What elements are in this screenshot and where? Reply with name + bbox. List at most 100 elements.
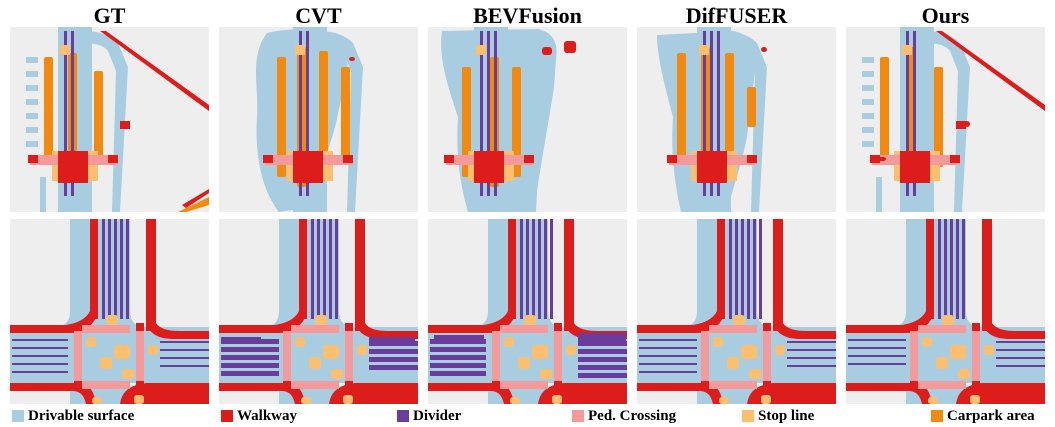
carpark-strip [880, 57, 889, 157]
column-title-diffuser: DifFUSER [685, 3, 788, 28]
divider-vertical [538, 219, 541, 319]
ped-crossing [910, 331, 918, 383]
legend-swatch-drivable-surface [12, 410, 24, 422]
stop-line [518, 357, 530, 369]
divider-horizontal [369, 357, 418, 362]
stop-line [100, 357, 112, 369]
stop-line [958, 369, 970, 379]
divider-horizontal [996, 349, 1045, 351]
stop-line [936, 357, 948, 369]
carpark-strip [677, 53, 686, 163]
walkway-corner-square [972, 323, 980, 331]
divider-horizontal [221, 371, 279, 376]
stop-line [88, 151, 98, 181]
divider-line [906, 31, 909, 196]
legend-label-carpark-area: Carpark area [947, 407, 1035, 424]
divider-vertical [329, 219, 332, 319]
drivable-stub [876, 177, 882, 212]
walkway-corner-square [554, 381, 562, 389]
divider-horizontal [369, 341, 418, 346]
walkway-corner-square [492, 381, 500, 389]
map-bottom-bevfusion [428, 219, 627, 404]
ped-crossing [498, 381, 548, 389]
drivable-road-diagonal [68, 31, 128, 212]
legend-item-drivable-surface: Drivable surface [12, 406, 134, 426]
walkway-left-vertical [90, 219, 98, 319]
stop-line [504, 337, 514, 347]
drivable-road-diagonal [484, 31, 544, 212]
divider-vertical [317, 219, 320, 319]
walkway-corner-square [136, 323, 144, 331]
stop-line [309, 357, 321, 369]
legend-label-ped-crossing: Ped. Crossing [588, 407, 677, 424]
stop-line [930, 151, 940, 181]
stop-line [984, 345, 994, 355]
divider-vertical [729, 219, 732, 319]
divider-line [64, 31, 67, 196]
divider-line [913, 31, 916, 196]
divider-horizontal [787, 365, 836, 367]
divider-horizontal [160, 357, 209, 359]
drivable-corner [472, 311, 488, 327]
map-bottom-gt [10, 219, 209, 404]
legend-label-stop-line: Stop line [758, 407, 815, 424]
stop-line [928, 397, 938, 404]
divider-vertical [323, 219, 326, 319]
drivable-corner [339, 311, 355, 327]
drivable-corner [263, 311, 279, 327]
carpark-strip [512, 67, 521, 177]
divider-horizontal [221, 347, 279, 352]
divider-horizontal [160, 365, 209, 367]
stop-line [699, 45, 709, 55]
stop-line [52, 151, 62, 181]
drivable-stub [26, 127, 38, 133]
stop-line [122, 369, 134, 379]
stop-line [761, 395, 771, 404]
divider-horizontal [369, 365, 418, 370]
walkway-fragment [964, 121, 970, 127]
stop-line [60, 45, 70, 55]
legend-item-ped-crossing: Ped. Crossing [572, 406, 676, 426]
column-title-bevfusion: BEVFusion [473, 3, 582, 28]
divider-horizontal [639, 363, 697, 365]
stop-line [552, 395, 562, 404]
divider-horizontal [578, 357, 627, 362]
divider-vertical [753, 219, 756, 319]
walkway-bottom-right [956, 383, 1045, 404]
walkway-fragment [564, 41, 576, 53]
divider-horizontal [221, 363, 279, 368]
stop-line [510, 397, 520, 404]
divider-vertical [335, 219, 338, 319]
legend-label-walkway: Walkway [237, 407, 298, 424]
legend-swatch-ped-crossing [572, 410, 584, 422]
ped-crossing [283, 331, 291, 383]
walkway-corner-square [345, 323, 353, 331]
map-top-diffuser [637, 27, 836, 212]
carpark-strip [277, 57, 286, 177]
divider-horizontal [430, 355, 486, 360]
divider-vertical [944, 219, 947, 319]
walkway-corner-square [136, 381, 144, 389]
walkway-corner-right [146, 323, 209, 339]
divider-vertical [747, 219, 750, 319]
map-top-bevfusion [428, 27, 627, 212]
map-background [846, 27, 1045, 212]
walkway-right-vertical [146, 219, 156, 331]
walkway-corner-square [74, 323, 82, 331]
map-top-ours [846, 27, 1045, 212]
divider-vertical [962, 219, 965, 319]
carpark-strip [725, 53, 734, 173]
stop-line [301, 397, 311, 404]
stop-line [733, 315, 745, 325]
ped-crossing [80, 381, 130, 389]
divider-horizontal [639, 355, 697, 357]
walkway-corner-square [345, 381, 353, 389]
map-bottom-diffuser [637, 219, 836, 404]
stop-line [468, 151, 478, 181]
divider-horizontal [12, 363, 68, 365]
legend-swatch-stop-line [742, 410, 754, 422]
walkway-corner-square [283, 381, 291, 389]
divider-horizontal [787, 341, 836, 343]
stop-line [902, 45, 912, 55]
divider-horizontal [578, 341, 627, 346]
